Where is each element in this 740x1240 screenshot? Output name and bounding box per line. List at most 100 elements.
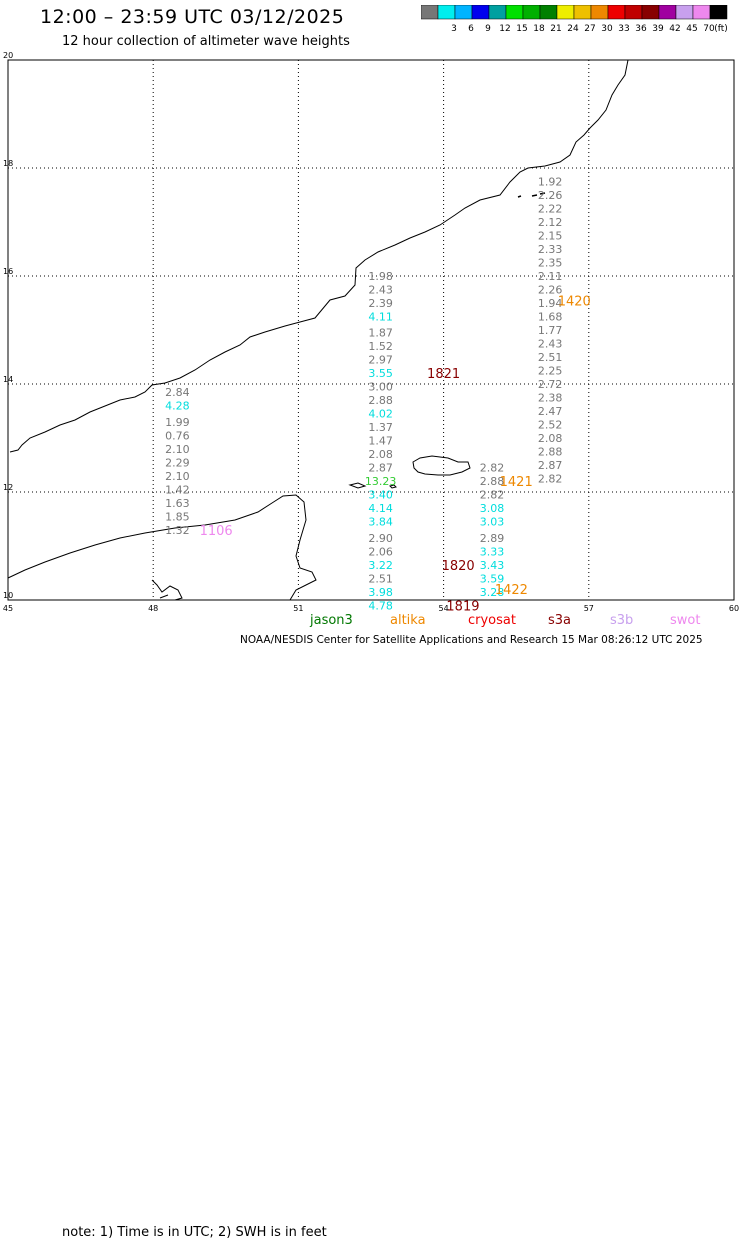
legend-item-swot: swot	[670, 613, 701, 628]
wave-height-value: 3.43	[480, 559, 505, 572]
legend-item-s3a: s3a	[548, 613, 572, 628]
wave-height-value: 1.47	[368, 435, 393, 448]
scale-label: 33	[618, 24, 629, 34]
scale-label: 18	[533, 24, 545, 34]
time-labels: 1821 1820 1819 1420 1421 1422 1106	[200, 294, 591, 614]
scale-swatch	[454, 5, 473, 20]
wave-height-value: 2.35	[538, 257, 563, 270]
pass-time-label: 1422	[495, 583, 528, 598]
footer-credit: NOAA/NESDIS Center for Satellite Applica…	[240, 634, 703, 646]
wave-height-value: 1.63	[165, 497, 190, 510]
wave-height-value: 2.51	[368, 572, 393, 585]
scale-swatch	[539, 5, 558, 20]
lon-tick-label: 51	[293, 604, 303, 613]
wave-height-value: 2.47	[538, 405, 563, 418]
wave-height-value: 4.02	[368, 408, 393, 421]
scale-label: 30	[601, 24, 613, 34]
map-frame	[7, 59, 735, 601]
lat-tick-label: 12	[3, 483, 13, 492]
island-small	[389, 484, 397, 489]
wave-height-value: 1.68	[538, 311, 563, 324]
legend-item-jason3: jason3	[310, 613, 353, 628]
wave-height-value: 2.88	[480, 475, 505, 488]
wave-height-value: 2.10	[165, 443, 190, 456]
wave-height-value: 3.84	[368, 516, 393, 529]
page-subtitle: 12 hour collection of altimeter wave hei…	[62, 34, 350, 49]
scale-swatch	[641, 5, 660, 20]
wave-height-value: 2.22	[538, 203, 563, 216]
footer-note: note: 1) Time is in UTC; 2) SWH is in fe…	[62, 1225, 327, 1240]
scale-swatch	[505, 5, 524, 20]
wave-height-value: 2.72	[538, 378, 563, 391]
pass-time-label: 1819	[446, 599, 479, 614]
wave-height-value: 2.51	[538, 351, 563, 364]
scale-swatch	[421, 5, 439, 20]
wave-height-value: 2.39	[368, 297, 393, 310]
scale-label: 3	[451, 24, 457, 34]
scale-swatch	[556, 5, 575, 20]
wave-height-color-scale: 3 6 9 12 15 18 21 24 27 30 33 36 39 42 45 70 (ft)	[421, 5, 728, 34]
wave-height-value: 3.55	[368, 367, 393, 380]
wave-height-value: 1.94	[538, 297, 563, 310]
scale-swatch	[471, 5, 490, 20]
scale-swatch	[692, 5, 711, 20]
wave-height-value: 1.32	[165, 524, 190, 537]
wave-height-value: 2.43	[538, 338, 563, 351]
wave-height-value: 2.89	[480, 532, 505, 545]
wave-height-value: 1.92	[538, 176, 563, 189]
lon-tick-label: 48	[148, 604, 158, 613]
wave-height-value: 1.85	[165, 510, 190, 523]
wave-height-value: 3.33	[480, 545, 505, 558]
lat-tick-label: 20	[3, 51, 13, 60]
wave-height-value: 2.12	[538, 216, 563, 229]
wave-height-value: 2.11	[538, 270, 563, 283]
lat-tick-label: 18	[3, 159, 13, 168]
scale-label: 15	[516, 24, 527, 34]
coastline-somalia	[7, 494, 317, 601]
wave-height-value: 2.97	[368, 354, 393, 367]
wave-height-value: 2.87	[538, 459, 563, 472]
wadi-somalia	[151, 579, 183, 601]
wave-height-value: 2.82	[480, 462, 505, 475]
wave-height-value: 1.37	[368, 421, 393, 434]
scale-label: 12	[499, 24, 510, 34]
wave-height-map: 2.844.281.990.762.102.292.101.421.631.85…	[3, 51, 739, 614]
wave-height-value: 3.59	[480, 572, 505, 585]
wave-height-value: 3.03	[480, 516, 505, 529]
wave-height-value: 2.26	[538, 189, 563, 202]
scale-label: 24	[567, 24, 579, 34]
wave-height-value: 2.84	[165, 386, 190, 399]
scale-swatch	[522, 5, 541, 20]
scale-swatch	[658, 5, 677, 20]
wave-height-value: 4.28	[165, 400, 190, 413]
wave-height-value: 2.26	[538, 284, 563, 297]
scale-label: 9	[485, 24, 491, 34]
legend-item-s3b: s3b	[610, 613, 634, 628]
wave-height-value: 2.38	[538, 392, 563, 405]
lon-tick-label: 60	[729, 604, 739, 613]
track-values: 2.844.281.990.762.102.292.101.421.631.85…	[165, 176, 562, 613]
scale-unit: (ft)	[714, 24, 728, 34]
pass-time-label: 1820	[442, 559, 475, 574]
wave-height-value: 1.77	[538, 324, 563, 337]
lat-tick-label: 10	[3, 591, 13, 600]
wave-height-value: 4.78	[368, 599, 393, 612]
wave-height-value: 2.43	[368, 284, 393, 297]
wave-height-value: 4.14	[368, 502, 393, 515]
scale-label: 45	[686, 24, 697, 34]
wave-height-value: 4.11	[368, 311, 393, 324]
wave-height-value: 3.40	[368, 489, 393, 502]
pass-time-label: 1821	[427, 367, 460, 382]
wave-height-value: 3.98	[368, 586, 393, 599]
axis-labels: 45 48 51 54 57 60 20 18 16 14 12 10	[3, 51, 739, 613]
pass-time-label: 1421	[500, 475, 533, 490]
pass-time-label: 1106	[200, 524, 233, 539]
wave-height-value: 3.28	[480, 586, 505, 599]
wave-height-value: 2.82	[538, 473, 563, 486]
scale-label: 6	[468, 24, 474, 34]
wave-height-value: 2.88	[368, 394, 393, 407]
scale-swatch	[488, 5, 507, 20]
wave-height-value: 3.00	[368, 381, 393, 394]
wave-height-value: 1.99	[165, 416, 190, 429]
legend-item-altika: altika	[390, 613, 426, 628]
